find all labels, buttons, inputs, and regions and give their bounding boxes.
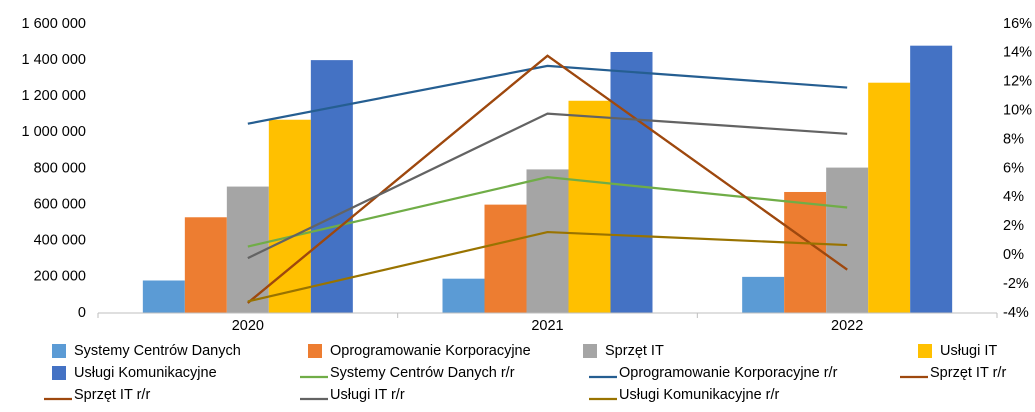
line <box>247 112 848 260</box>
bar <box>910 45 953 314</box>
bar <box>442 278 485 313</box>
y2-tick-label: 8% <box>1003 131 1024 147</box>
bar <box>526 169 569 313</box>
legend-swatch <box>583 344 597 358</box>
y-tick-label: 1 400 000 <box>21 52 86 68</box>
bar <box>826 167 869 313</box>
y-tick-label: 1 000 000 <box>21 124 86 140</box>
legend-swatch <box>918 344 932 358</box>
legend-label: Sprzęt IT r/r <box>930 365 1006 381</box>
bar <box>184 217 227 313</box>
legend-swatch <box>52 344 66 358</box>
bar <box>742 276 785 313</box>
legend-label: Usługi Komunikacyjne <box>74 365 217 381</box>
legend-label: Usługi IT <box>940 343 997 359</box>
y2-tick-label: 2% <box>1003 218 1024 234</box>
legend-label: Usługi IT r/r <box>330 387 405 403</box>
y-tick-label: 800 000 <box>34 160 86 176</box>
line <box>247 54 848 304</box>
bar <box>268 119 311 313</box>
line <box>247 64 848 125</box>
y2-tick-label: -4% <box>1003 305 1029 321</box>
y2-tick-label: 0% <box>1003 247 1024 263</box>
legend-swatch <box>308 344 322 358</box>
y-tick-label: 200 000 <box>34 269 86 285</box>
legend-label: Sprzęt IT <box>605 343 664 359</box>
bar <box>784 191 827 313</box>
y-tick-label: 400 000 <box>34 233 86 249</box>
x-tick-label: 2020 <box>232 318 264 334</box>
bar <box>610 51 653 313</box>
legend-label: Oprogramowanie Korporacyjne <box>330 343 531 359</box>
bar <box>142 280 185 313</box>
y2-tick-label: 12% <box>1003 74 1032 90</box>
bar <box>568 100 611 313</box>
bar <box>868 82 911 313</box>
legend-label: Usługi Komunikacyjne r/r <box>619 387 780 403</box>
y-tick-label: 1 200 000 <box>21 88 86 104</box>
legend-label: Systemy Centrów Danych r/r <box>330 365 515 381</box>
y2-tick-label: 4% <box>1003 189 1024 205</box>
y2-tick-label: -2% <box>1003 276 1029 292</box>
legend-label: Oprogramowanie Korporacyjne r/r <box>619 365 838 381</box>
y2-tick-label: 16% <box>1003 16 1032 32</box>
legend-label: Sprzęt IT r/r <box>74 387 150 403</box>
y2-tick-label: 10% <box>1003 103 1032 119</box>
line <box>247 230 848 303</box>
y-tick-label: 1 600 000 <box>21 16 86 32</box>
y2-tick-label: 6% <box>1003 160 1024 176</box>
bar <box>310 60 353 313</box>
y2-tick-label: 14% <box>1003 45 1032 61</box>
y-tick-label: 600 000 <box>34 196 86 212</box>
x-tick-label: 2022 <box>831 318 863 334</box>
legend-label: Systemy Centrów Danych <box>74 343 241 359</box>
legend-swatch <box>52 366 66 380</box>
x-tick-label: 2021 <box>531 318 563 334</box>
bar <box>484 204 527 313</box>
y-tick-label: 0 <box>78 305 86 321</box>
